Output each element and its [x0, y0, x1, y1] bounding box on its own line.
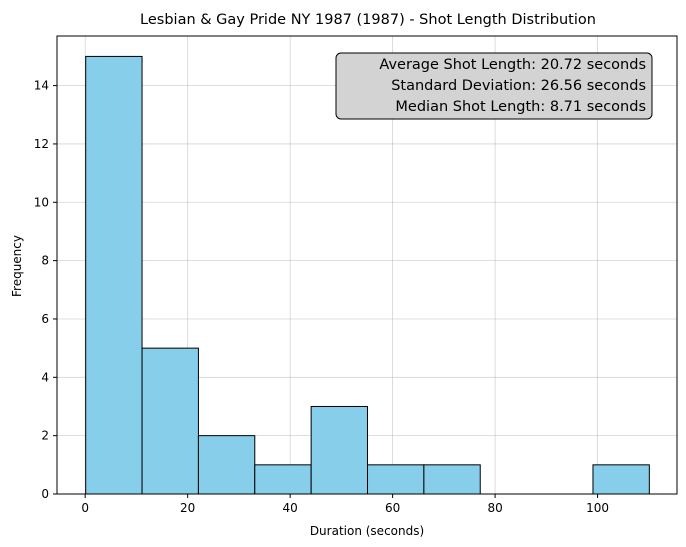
x-tick-label-4: 80: [487, 501, 502, 515]
y-tick-label-5: 10: [34, 195, 49, 209]
y-tick-label-7: 14: [34, 79, 49, 93]
bar-6: [423, 464, 481, 495]
y-tick-label-2: 4: [41, 370, 49, 384]
x-tick-label-3: 60: [385, 501, 400, 515]
chart-title: Lesbian & Gay Pride NY 1987 (1987) - Sho…: [140, 12, 596, 28]
x-ticks: 0 20 40 60 80 100: [81, 494, 609, 515]
x-tick-label-1: 20: [180, 501, 195, 515]
bar-9: [592, 464, 650, 495]
y-axis-label: Frequency: [10, 235, 24, 297]
y-tick-label-6: 12: [34, 137, 49, 151]
bar-4: [310, 405, 369, 495]
x-tick-label-0: 0: [81, 501, 89, 515]
stats-box-background: [335, 52, 653, 120]
x-axis-label: Duration (seconds): [310, 524, 424, 538]
bar-2: [197, 435, 256, 495]
bars: [85, 55, 650, 495]
stats-box: Average Shot Length: 20.72 seconds Stand…: [335, 52, 653, 120]
bar-3: [254, 464, 312, 495]
stat-median: Median Shot Length: 8.71 seconds: [395, 99, 646, 115]
bar-1: [141, 347, 199, 495]
y-ticks: 0 2 4 6 8 10 12 14: [34, 79, 57, 501]
y-tick-label-3: 6: [41, 312, 49, 326]
plot-frame: [56, 35, 678, 495]
y-tick-label-1: 2: [41, 429, 49, 443]
x-tick-label-2: 40: [282, 501, 297, 515]
x-tick-label-5: 100: [586, 501, 609, 515]
stat-average: Average Shot Length: 20.72 seconds: [379, 57, 646, 73]
y-tick-label-0: 0: [41, 487, 49, 501]
stat-std-dev: Standard Deviation: 26.56 seconds: [391, 78, 646, 94]
bar-5: [367, 464, 425, 495]
bar-0: [85, 55, 143, 495]
axes: [56, 35, 678, 495]
y-tick-label-4: 8: [41, 254, 49, 268]
